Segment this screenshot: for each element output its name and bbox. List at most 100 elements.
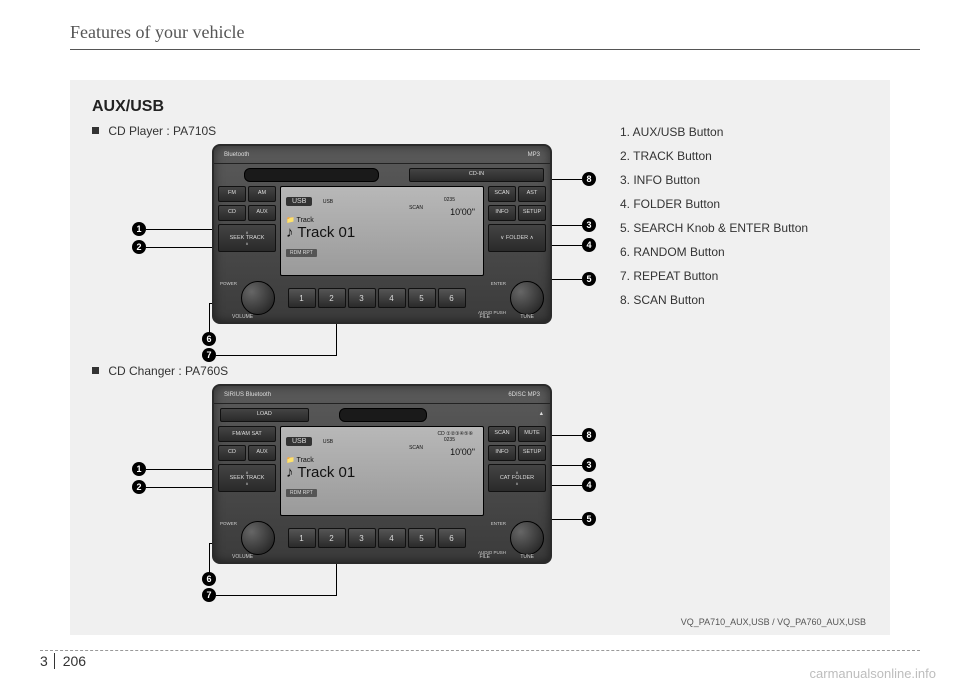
callout-5b: 5 [582, 512, 596, 526]
setup-button[interactable]: SETUP [518, 445, 546, 461]
seek-track-button[interactable]: ∨ SEEK TRACK ∧ [218, 224, 276, 252]
preset-2[interactable]: 2 [318, 528, 346, 548]
preset-3[interactable]: 3 [348, 288, 376, 308]
file-label: FILE [479, 314, 490, 320]
callout-line [209, 543, 210, 573]
callout-3: 3 [582, 218, 596, 232]
scan-button[interactable]: SCAN [488, 426, 516, 442]
callout-line [552, 225, 582, 226]
callout-line [552, 245, 582, 246]
screen-time: 10'00" [450, 207, 475, 217]
folder-button[interactable]: ∨ FOLDER ∧ [488, 224, 546, 252]
radio-unit-1: Bluetooth MP3 CD-IN FM AM CD AUX [212, 144, 552, 324]
radio1-wrap: 1 2 6 7 8 3 4 5 Bluetooth MP3 CD-IN [92, 144, 652, 354]
unit1-label-text: CD Player : PA710S [108, 124, 216, 138]
screen-folder-row: 📁 Track [286, 216, 478, 224]
callout-line [552, 279, 582, 280]
preset-5[interactable]: 5 [408, 528, 436, 548]
callout-8b: 8 [582, 428, 596, 442]
legend-item-6: 6. RANDOM Button [620, 240, 808, 264]
preset-1[interactable]: 1 [288, 528, 316, 548]
header-title: Features of your vehicle [70, 22, 244, 42]
screen-time: 10'00" [450, 447, 475, 457]
ast-button[interactable]: AST [518, 186, 546, 202]
preset-6[interactable]: 6 [438, 288, 466, 308]
callout-line [146, 229, 212, 230]
callout-7: 7 [202, 348, 216, 362]
preset-3[interactable]: 3 [348, 528, 376, 548]
unit2-label-text: CD Changer : PA760S [108, 364, 228, 378]
callout-3b: 3 [582, 458, 596, 472]
right-buttons: SCAN AST INFO SETUP ∨ FOLDER ∧ [488, 186, 546, 276]
preset-6[interactable]: 6 [438, 528, 466, 548]
volume-label: VOLUME [232, 554, 253, 560]
mp3-label: MP3 [528, 152, 540, 158]
callout-2b: 2 [132, 480, 146, 494]
preset-4[interactable]: 4 [378, 528, 406, 548]
file-label: FILE [479, 554, 490, 560]
tune-knob[interactable] [510, 521, 544, 555]
watermark: carmanualsonline.info [810, 666, 936, 681]
radio-bottom-row: POWER 1 2 3 4 5 6 ENTER AUDIO PUSH [214, 276, 550, 320]
screen-scan: SCAN [409, 445, 423, 451]
aux-button[interactable]: AUX [248, 445, 276, 461]
cd-slot [339, 408, 428, 422]
screen-track: ♪ Track 01 [286, 464, 478, 481]
preset-1[interactable]: 1 [288, 288, 316, 308]
callout-line [552, 465, 582, 466]
cd-button[interactable]: CD [218, 205, 246, 221]
content-box: AUX/USB CD Player : PA710S 1 2 6 7 8 3 4… [70, 80, 890, 635]
mute-button[interactable]: MUTE [518, 426, 546, 442]
scan-button[interactable]: SCAN [488, 186, 516, 202]
radio-bottom-row: POWER 1 2 3 4 5 6 ENTER AUDIO PUSH [214, 516, 550, 560]
callout-7b: 7 [202, 588, 216, 602]
callout-line [216, 355, 336, 356]
cat-folder-button[interactable]: ∨ CAT FOLDER ∧ [488, 464, 546, 492]
preset-5[interactable]: 5 [408, 288, 436, 308]
disc-indicator: CD ①②③④⑤⑥ [437, 431, 473, 437]
radio-screen: USB USB CD ①②③④⑤⑥ SCAN 0235 10'00" 📁 Tra… [280, 426, 484, 516]
cd-in-button[interactable]: CD-IN [409, 168, 544, 182]
callout-line [209, 303, 210, 333]
legend-item-4: 4. FOLDER Button [620, 192, 808, 216]
legend-item-2: 2. TRACK Button [620, 144, 808, 168]
setup-button[interactable]: SETUP [518, 205, 546, 221]
legend-item-5: 5. SEARCH Knob & ENTER Button [620, 216, 808, 240]
volume-knob[interactable] [241, 281, 275, 315]
radio-mid-row: FM AM CD AUX ∨ SEEK TRACK ∧ USB USB [214, 186, 550, 276]
preset-4[interactable]: 4 [378, 288, 406, 308]
power-label: POWER [220, 521, 237, 555]
callout-line [552, 435, 582, 436]
preset-row: 1 2 3 4 5 6 [279, 287, 474, 309]
callout-1: 1 [132, 222, 146, 236]
radio-screen: USB USB SCAN 0235 10'00" 📁 Track ♪ Track… [280, 186, 484, 276]
tune-knob[interactable] [510, 281, 544, 315]
cd-slot [244, 168, 379, 182]
right-buttons: SCAN MUTE INFO SETUP ∨ CAT FOLDER ∧ [488, 426, 546, 516]
info-button[interactable]: INFO [488, 445, 516, 461]
volume-knob[interactable] [241, 521, 275, 555]
preset-2[interactable]: 2 [318, 288, 346, 308]
load-button[interactable]: LOAD [220, 408, 309, 422]
legend-list: 1. AUX/USB Button 2. TRACK Button 3. INF… [620, 120, 808, 312]
screen-folder-row: 📁 Track [286, 456, 478, 464]
callout-4b: 4 [582, 478, 596, 492]
callout-4: 4 [582, 238, 596, 252]
info-button[interactable]: INFO [488, 205, 516, 221]
seek-track-button[interactable]: ∨ SEEK TRACK ∧ [218, 464, 276, 492]
legend-item-8: 8. SCAN Button [620, 288, 808, 312]
screen-counter: 0235 [444, 437, 455, 443]
aux-button[interactable]: AUX [248, 205, 276, 221]
callout-8: 8 [582, 172, 596, 186]
eject-icon[interactable]: ▲ [457, 408, 544, 422]
fm-button[interactable]: FM [218, 186, 246, 202]
dotted-border [40, 650, 920, 651]
am-button[interactable]: AM [248, 186, 276, 202]
screen-mode-small: USB [323, 199, 333, 205]
fmam-sat-button[interactable]: FM/AM SAT [218, 426, 276, 442]
bullet-icon [92, 367, 99, 374]
callout-2: 2 [132, 240, 146, 254]
cd-button[interactable]: CD [218, 445, 246, 461]
volume-label: VOLUME [232, 314, 253, 320]
sirius-bluetooth-label: SIRIUS Bluetooth [224, 392, 271, 398]
